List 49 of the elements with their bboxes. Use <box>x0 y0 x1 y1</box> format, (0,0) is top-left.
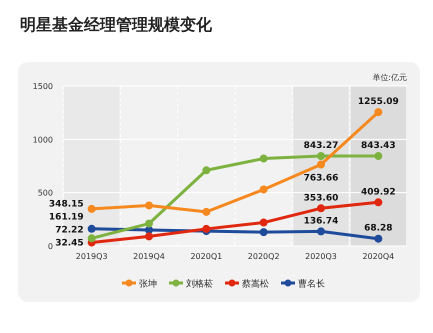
point <box>88 224 96 233</box>
x-tick-label: 2020Q4 <box>362 252 394 261</box>
data-label: 68.28 <box>364 224 393 234</box>
legend-label: 刘格菘 <box>186 278 213 290</box>
data-label: 161.19 <box>48 212 84 223</box>
point <box>260 228 268 236</box>
data-label: 72.22 <box>55 226 84 236</box>
data-label: 32.45 <box>55 238 84 249</box>
point <box>317 227 325 236</box>
y-tick-label: 1500 <box>32 82 53 91</box>
point <box>260 185 268 194</box>
y-tick-label: 500 <box>38 188 53 198</box>
point <box>260 218 268 227</box>
point <box>145 232 153 240</box>
point <box>88 204 96 213</box>
legend-label: 蔡嵩松 <box>242 278 269 290</box>
point <box>202 208 210 216</box>
point <box>145 201 153 210</box>
x-tick-label: 2020Q1 <box>190 252 222 261</box>
point <box>317 204 325 212</box>
point <box>374 152 382 160</box>
legend-label: 曹名长 <box>298 278 325 290</box>
point <box>374 198 382 206</box>
text: 单位:亿元 <box>372 73 407 82</box>
point <box>374 234 382 243</box>
data-label: 1255.09 <box>358 97 399 108</box>
x-tick-label: 2020Q2 <box>248 252 280 261</box>
data-label: 843.43 <box>360 141 396 152</box>
point <box>145 220 153 228</box>
point <box>88 234 96 242</box>
data-label: 136.74 <box>304 216 338 226</box>
point <box>260 154 268 163</box>
data-label: 348.15 <box>48 200 84 210</box>
point <box>317 152 325 160</box>
y-tick-label: 1000 <box>32 135 53 144</box>
data-label: 409.92 <box>360 187 396 198</box>
chart-title: 明星基金经理管理规模变化 <box>20 15 213 34</box>
x-tick-label: 2020Q3 <box>305 252 337 261</box>
data-label: 353.60 <box>304 193 338 204</box>
data-label: 843.27 <box>304 141 338 152</box>
point <box>317 160 325 169</box>
legend-label: 张坤 <box>139 278 157 290</box>
y-tick-label: 0 <box>48 242 53 251</box>
x-tick-label: 2019Q3 <box>76 252 108 261</box>
point <box>202 166 210 174</box>
point <box>374 108 382 116</box>
x-tick-label: 2019Q4 <box>133 252 165 261</box>
point <box>202 224 210 233</box>
data-label: 763.66 <box>304 174 338 184</box>
